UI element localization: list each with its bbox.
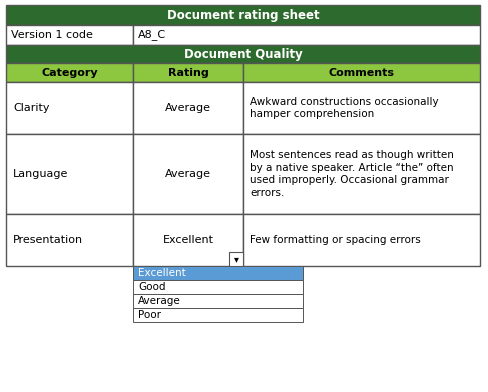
Bar — [243, 82, 480, 134]
Text: Rating: Rating — [167, 67, 208, 78]
Bar — [133, 63, 243, 82]
Bar — [133, 134, 243, 214]
Text: Most sentences read as though written
by a native speaker. Article “the” often
u: Most sentences read as though written by… — [250, 151, 454, 198]
Bar — [133, 308, 303, 322]
Text: Excellent: Excellent — [138, 268, 186, 278]
Bar — [6, 214, 133, 266]
Text: Presentation: Presentation — [13, 235, 83, 245]
Bar — [243, 134, 480, 214]
Bar — [133, 266, 303, 280]
Text: Category: Category — [41, 67, 98, 78]
Text: Version 1 code: Version 1 code — [11, 30, 93, 40]
Bar — [133, 280, 303, 294]
Bar — [6, 82, 133, 134]
Bar — [6, 5, 480, 25]
Text: Comments: Comments — [328, 67, 394, 78]
Text: Clarity: Clarity — [13, 103, 49, 113]
Bar — [133, 25, 480, 45]
Text: Excellent: Excellent — [163, 235, 214, 245]
Text: Poor: Poor — [138, 310, 161, 320]
Text: Good: Good — [138, 282, 165, 292]
Bar — [133, 294, 303, 308]
Text: Average: Average — [165, 169, 211, 179]
Text: Average: Average — [165, 103, 211, 113]
Bar — [229, 252, 243, 266]
Text: Document rating sheet: Document rating sheet — [167, 9, 319, 22]
Text: Awkward constructions occasionally
hamper comprehension: Awkward constructions occasionally hampe… — [250, 97, 439, 119]
Text: Average: Average — [138, 296, 181, 306]
Text: Language: Language — [13, 169, 68, 179]
Text: Document Quality: Document Quality — [183, 47, 303, 60]
Bar — [6, 25, 133, 45]
Bar — [243, 63, 480, 82]
Bar — [6, 134, 133, 214]
Bar — [133, 214, 243, 266]
Bar — [6, 45, 480, 63]
Bar — [243, 214, 480, 266]
Text: Few formatting or spacing errors: Few formatting or spacing errors — [250, 235, 421, 245]
Text: ▾: ▾ — [234, 254, 239, 264]
Bar — [6, 63, 133, 82]
Text: A8_C: A8_C — [138, 29, 166, 40]
Bar — [133, 82, 243, 134]
